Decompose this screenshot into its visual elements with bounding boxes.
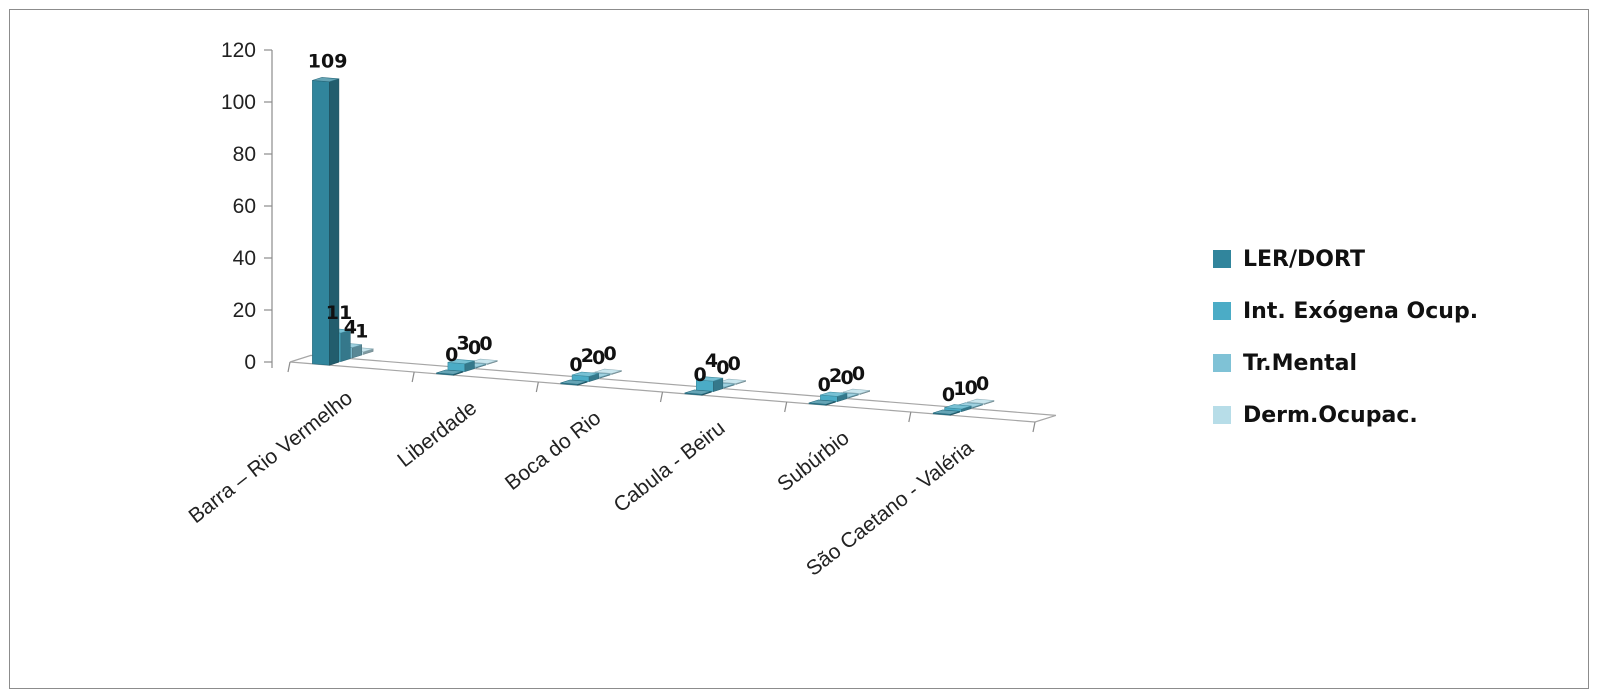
bar	[718, 378, 746, 385]
data-label: 4	[344, 316, 357, 338]
bar	[695, 376, 724, 393]
y-tick-label: 100	[221, 91, 256, 114]
legend-swatch	[1213, 250, 1231, 268]
data-label: 0	[445, 344, 458, 366]
bar	[594, 368, 622, 375]
data-label: 0	[693, 364, 706, 386]
legend-label: Derm.Ocupac.	[1243, 403, 1418, 428]
x-tick-mark	[287, 361, 291, 373]
data-label: 4	[705, 350, 718, 372]
x-tick-label: Liberdade	[393, 396, 481, 472]
bar	[820, 391, 848, 403]
legend-item: Tr.Mental	[1213, 351, 1357, 376]
data-label: 0	[716, 357, 729, 379]
x-tick-mark	[908, 411, 912, 423]
legend-swatch	[1213, 302, 1231, 320]
data-label: 109	[308, 51, 348, 73]
data-label: 0	[942, 384, 955, 406]
y-tick-label: 60	[233, 195, 256, 218]
data-label: 0	[592, 347, 605, 369]
y-tick-label: 120	[221, 39, 256, 62]
x-tick-label: Subúrbio	[773, 426, 853, 496]
data-label: 0	[818, 374, 831, 396]
legend: LER/DORT Int. Exógena Ocup. Tr.Mental Derm.…	[1213, 247, 1478, 428]
bar	[684, 389, 712, 396]
bar	[436, 369, 464, 376]
bar	[447, 359, 475, 373]
x-tick-label: Boca do Rio	[501, 406, 605, 495]
data-label: 0	[728, 353, 741, 375]
bar	[932, 409, 961, 416]
data-label: 0	[976, 373, 989, 395]
data-label: 1	[953, 378, 966, 400]
data-label: 0	[604, 343, 617, 365]
x-tick-label: Barra – Rio Vermelho	[185, 386, 357, 528]
y-tick-label: 80	[233, 143, 256, 166]
data-label: 0	[569, 354, 582, 376]
bar	[808, 399, 836, 406]
x-axis: Barra – Rio Vermelho Liberdade Boca do Rio…	[185, 361, 1036, 581]
data-label: 0	[479, 333, 492, 355]
data-label: 2	[581, 345, 594, 367]
bar	[312, 77, 340, 366]
y-tick-label: 0	[244, 351, 256, 374]
bar	[560, 379, 588, 386]
y-tick-label: 40	[233, 247, 256, 270]
y-tick-label: 20	[233, 299, 256, 322]
data-label: 0	[965, 377, 978, 399]
legend-item: Int. Exógena Ocup.	[1213, 299, 1478, 324]
x-tick-mark	[535, 381, 539, 393]
legend-label: Int. Exógena Ocup.	[1243, 299, 1478, 324]
bars	[312, 77, 995, 416]
x-tick-mark	[659, 391, 664, 403]
data-label: 0	[852, 363, 865, 385]
data-label: 0	[468, 337, 481, 359]
data-label: 1	[355, 321, 368, 343]
legend-label: Tr.Mental	[1243, 351, 1357, 376]
data-label: 0	[840, 367, 853, 389]
x-tick-label: Cabula - Beiru	[610, 416, 730, 517]
legend-swatch	[1213, 406, 1231, 424]
y-axis: 0 20 40 60 80 100 120	[221, 39, 273, 374]
data-label: 2	[829, 365, 842, 387]
x-tick-mark	[1032, 421, 1036, 433]
x-tick-mark	[411, 371, 415, 383]
data-label: 11	[326, 302, 352, 324]
legend-item: LER/DORT	[1213, 247, 1365, 272]
legend-swatch	[1213, 354, 1231, 372]
legend-item: Derm.Ocupac.	[1213, 403, 1418, 428]
legend-label: LER/DORT	[1243, 247, 1365, 272]
data-label: 3	[457, 333, 470, 355]
x-tick-mark	[784, 401, 788, 413]
